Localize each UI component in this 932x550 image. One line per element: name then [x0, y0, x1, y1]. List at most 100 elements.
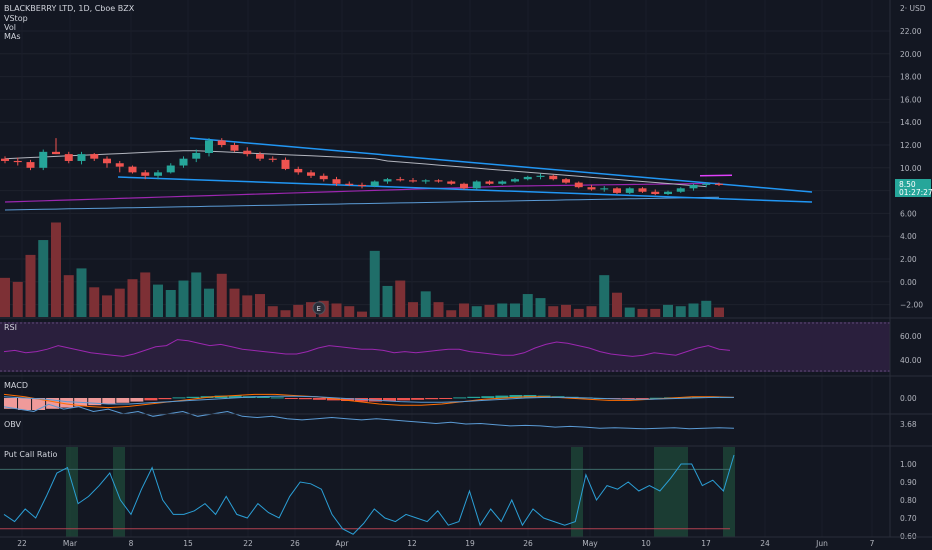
- rsi-line-path: [3, 339, 731, 357]
- price-tick-label: 6.00: [900, 209, 917, 218]
- candle-body: [625, 188, 634, 193]
- macd-histogram-bar: [481, 396, 495, 398]
- volume-bar: [38, 240, 49, 317]
- candle-body: [676, 188, 685, 192]
- candle-body: [702, 183, 711, 185]
- volume-bar: [140, 272, 151, 317]
- candle-body: [587, 187, 596, 190]
- macd-signal-path: [3, 395, 734, 405]
- candle-body: [332, 179, 341, 184]
- candle-body: [115, 163, 124, 167]
- rsi-label[interactable]: RSI: [4, 323, 17, 332]
- pcr-label[interactable]: Put Call Ratio: [4, 450, 58, 459]
- candle-body: [319, 175, 328, 180]
- candle-body: [434, 180, 443, 182]
- time-tick-label: May: [582, 539, 598, 548]
- candle-body: [128, 166, 137, 173]
- time-tick-label: 19: [465, 539, 475, 548]
- moving-averages: [4, 150, 733, 211]
- earnings-marker[interactable]: E: [312, 301, 326, 315]
- indicator-mas-label[interactable]: MAs: [4, 32, 21, 41]
- trendlines[interactable]: [117, 137, 813, 203]
- time-tick-label: 10: [641, 539, 651, 548]
- macd-tick-label: 0.00: [900, 394, 917, 403]
- price-tick-label: 10.00: [900, 164, 922, 173]
- earnings-marker-circle[interactable]: [312, 301, 326, 315]
- candle-body: [613, 188, 621, 193]
- volume-bar: [535, 298, 546, 317]
- obv-tick-label: 3.68: [900, 420, 917, 429]
- candle-body: [574, 182, 583, 188]
- rsi-line: [3, 339, 731, 357]
- macd-histogram-bar: [102, 398, 116, 404]
- symbol-title[interactable]: BLACKBERRY LTD, 1D, Cboe BZX: [4, 4, 135, 13]
- pcr-tick-label: 1.00: [900, 460, 917, 469]
- ma-blue-line: [4, 196, 720, 211]
- last-price-value: 8.50: [899, 180, 916, 189]
- macd-histogram-bar: [453, 397, 467, 399]
- macd-histogram-bar: [158, 398, 172, 400]
- candle-body: [472, 181, 481, 189]
- price-tick-label: 2.00: [900, 255, 917, 264]
- volume-bar: [280, 310, 291, 317]
- macd-label[interactable]: MACD: [4, 381, 28, 390]
- volume-bar: [408, 302, 418, 317]
- volume-bar: [599, 275, 610, 317]
- pcr-tick-label: 0.90: [900, 478, 917, 487]
- candle-body: [421, 180, 430, 182]
- candlesticks: [1, 138, 723, 196]
- pcr-highlight-zone: [66, 447, 78, 537]
- candle-body: [549, 175, 558, 180]
- volume-bar: [446, 310, 457, 317]
- macd-histogram-bar: [509, 395, 523, 398]
- volume-bar: [624, 307, 635, 317]
- candle-body: [383, 179, 392, 182]
- volume-bar: [89, 287, 100, 317]
- volume-bar: [701, 300, 712, 317]
- macd-histogram-bar: [186, 396, 200, 398]
- candle-body: [396, 179, 405, 181]
- pcr-highlight-zone: [113, 447, 125, 537]
- price-tick-label: −2.00: [900, 301, 923, 310]
- volume-bar: [510, 303, 520, 317]
- candle-body: [498, 181, 507, 184]
- price-tick-label: 18.00: [900, 73, 922, 82]
- volume-bar: [714, 307, 724, 317]
- macd-histogram-bar: [411, 398, 425, 400]
- time-tick-label: 22: [243, 539, 253, 548]
- macd-histogram-bar: [383, 398, 397, 401]
- ma-purple-line: [4, 182, 720, 203]
- indicator-vol-label[interactable]: Vol: [4, 23, 16, 32]
- volume-bar: [102, 295, 112, 317]
- pcr-line-path: [3, 454, 735, 535]
- candle-body: [77, 154, 86, 161]
- volume-bar: [204, 288, 214, 317]
- macd-histogram-bar: [32, 398, 46, 410]
- volume-bar: [216, 273, 227, 317]
- volume-bar: [573, 308, 584, 317]
- price-tick-label: 22.00: [900, 27, 922, 36]
- volume-bar: [0, 277, 10, 317]
- volume-bar: [675, 306, 686, 317]
- volume-bar: [395, 280, 406, 317]
- candle-body: [179, 158, 188, 166]
- macd-histogram-bar: [495, 395, 509, 398]
- volume-bar: [76, 268, 87, 317]
- macd-line-path: [3, 393, 735, 409]
- time-tick-label: 12: [407, 539, 417, 548]
- candle-body: [230, 145, 239, 151]
- obv-label[interactable]: OBV: [4, 420, 22, 429]
- candle-body: [103, 158, 111, 164]
- time-tick-label: Mar: [63, 539, 78, 548]
- indicator-vstop-label[interactable]: VStop: [4, 14, 28, 23]
- candle-body: [64, 154, 73, 161]
- rsi-tick-label: 60.00: [900, 332, 922, 341]
- volume-bar: [255, 294, 265, 317]
- time-tick-label: 7: [870, 539, 875, 548]
- candle-body: [1, 158, 9, 161]
- time-tick-label: 24: [760, 539, 770, 548]
- candle-body: [523, 176, 532, 180]
- macd-histogram-bar: [144, 398, 158, 401]
- macd-histogram-bar: [298, 398, 312, 400]
